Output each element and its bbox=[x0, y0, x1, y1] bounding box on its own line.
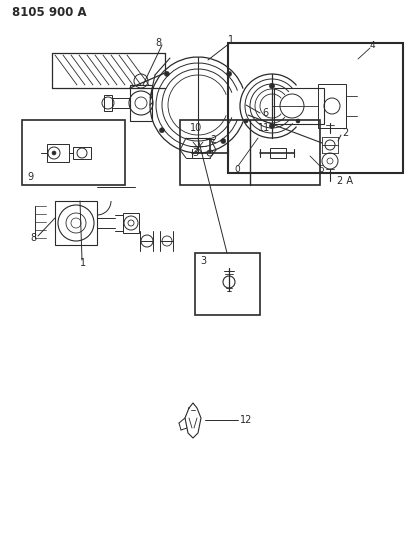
Text: 5: 5 bbox=[318, 165, 324, 174]
Circle shape bbox=[296, 119, 300, 123]
Circle shape bbox=[226, 71, 232, 76]
Bar bbox=[104, 95, 112, 111]
Bar bbox=[47, 144, 69, 162]
Circle shape bbox=[52, 151, 56, 155]
Text: 9: 9 bbox=[27, 172, 33, 182]
Circle shape bbox=[159, 128, 164, 133]
Bar bbox=[270, 148, 286, 158]
Text: 3: 3 bbox=[192, 148, 198, 158]
Bar bbox=[195, 253, 260, 315]
Bar bbox=[123, 213, 139, 233]
Circle shape bbox=[221, 139, 226, 143]
Text: 11: 11 bbox=[258, 123, 270, 133]
Text: 1: 1 bbox=[228, 35, 234, 45]
Bar bbox=[180, 120, 320, 185]
Bar bbox=[274, 88, 324, 124]
Text: 0: 0 bbox=[234, 165, 240, 174]
Text: 2 A: 2 A bbox=[337, 176, 353, 186]
Text: 6: 6 bbox=[262, 108, 268, 118]
Text: 12: 12 bbox=[240, 415, 252, 425]
Bar bbox=[55, 201, 97, 245]
Bar bbox=[73, 147, 91, 159]
Text: 10: 10 bbox=[190, 123, 202, 133]
Text: 1: 1 bbox=[80, 258, 86, 268]
Text: 8: 8 bbox=[155, 38, 161, 48]
Bar bbox=[228, 43, 403, 173]
Bar bbox=[318, 84, 346, 128]
Circle shape bbox=[244, 119, 248, 123]
Text: 8105 900 A: 8105 900 A bbox=[12, 6, 87, 20]
Text: 2: 2 bbox=[210, 135, 216, 145]
Circle shape bbox=[270, 84, 275, 88]
Bar bbox=[22, 120, 125, 185]
Text: 3: 3 bbox=[200, 256, 206, 266]
Circle shape bbox=[164, 71, 169, 76]
Text: 4: 4 bbox=[370, 42, 376, 51]
Circle shape bbox=[270, 124, 275, 128]
Text: 8: 8 bbox=[30, 233, 36, 243]
Text: 2: 2 bbox=[342, 128, 348, 138]
Bar bbox=[130, 85, 152, 121]
